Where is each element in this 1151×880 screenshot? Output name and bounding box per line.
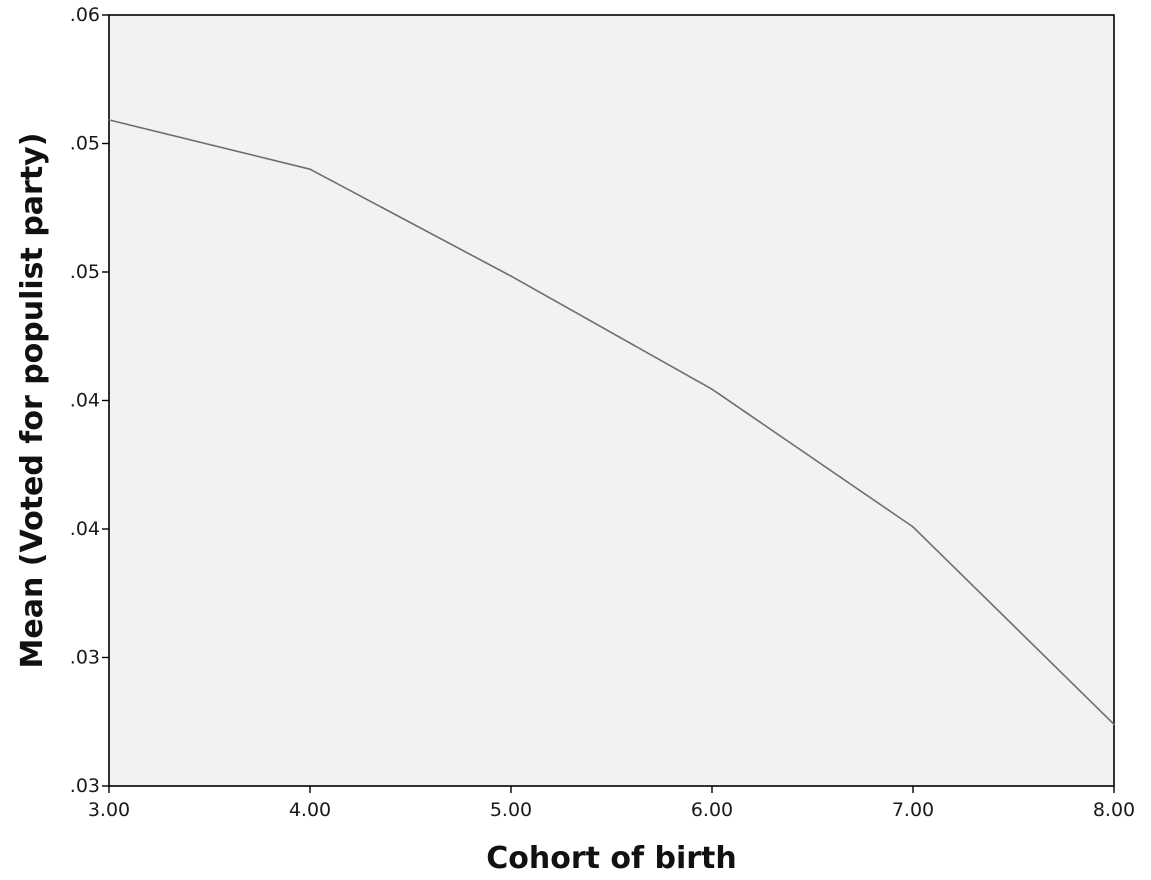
y-tick-label: .03: [70, 647, 100, 669]
y-tick-label: .05: [70, 133, 100, 155]
x-axis: 3.00 4.00 5.00 6.00 7.00 8.00: [88, 786, 1135, 821]
y-tick-label: .03: [70, 775, 100, 797]
x-tick-label: 5.00: [490, 799, 532, 821]
series-layer: [108, 119, 1115, 726]
data-point: [108, 119, 110, 121]
data-point: [912, 526, 914, 528]
y-tick-label: .04: [70, 518, 100, 540]
data-point: [711, 388, 713, 390]
y-tick-label: .04: [70, 390, 100, 412]
x-tick-label: 6.00: [691, 799, 733, 821]
data-point: [1113, 723, 1115, 726]
x-axis-title: Cohort of birth: [486, 841, 737, 876]
x-tick-label: 7.00: [892, 799, 934, 821]
x-tick-label: 8.00: [1093, 799, 1135, 821]
x-tick-label: 4.00: [289, 799, 331, 821]
y-tick-label: .05: [70, 261, 100, 283]
data-point: [309, 168, 311, 170]
y-axis-title: Mean (Voted for populist party): [15, 133, 50, 669]
y-axis: .03 .03 .04 .04 .05 .05 .06: [70, 4, 109, 797]
y-tick-label: .06: [70, 4, 100, 26]
x-tick-label: 3.00: [88, 799, 130, 821]
series-line: [108, 119, 1115, 725]
plot-area: [108, 14, 1115, 787]
data-point: [510, 275, 512, 277]
